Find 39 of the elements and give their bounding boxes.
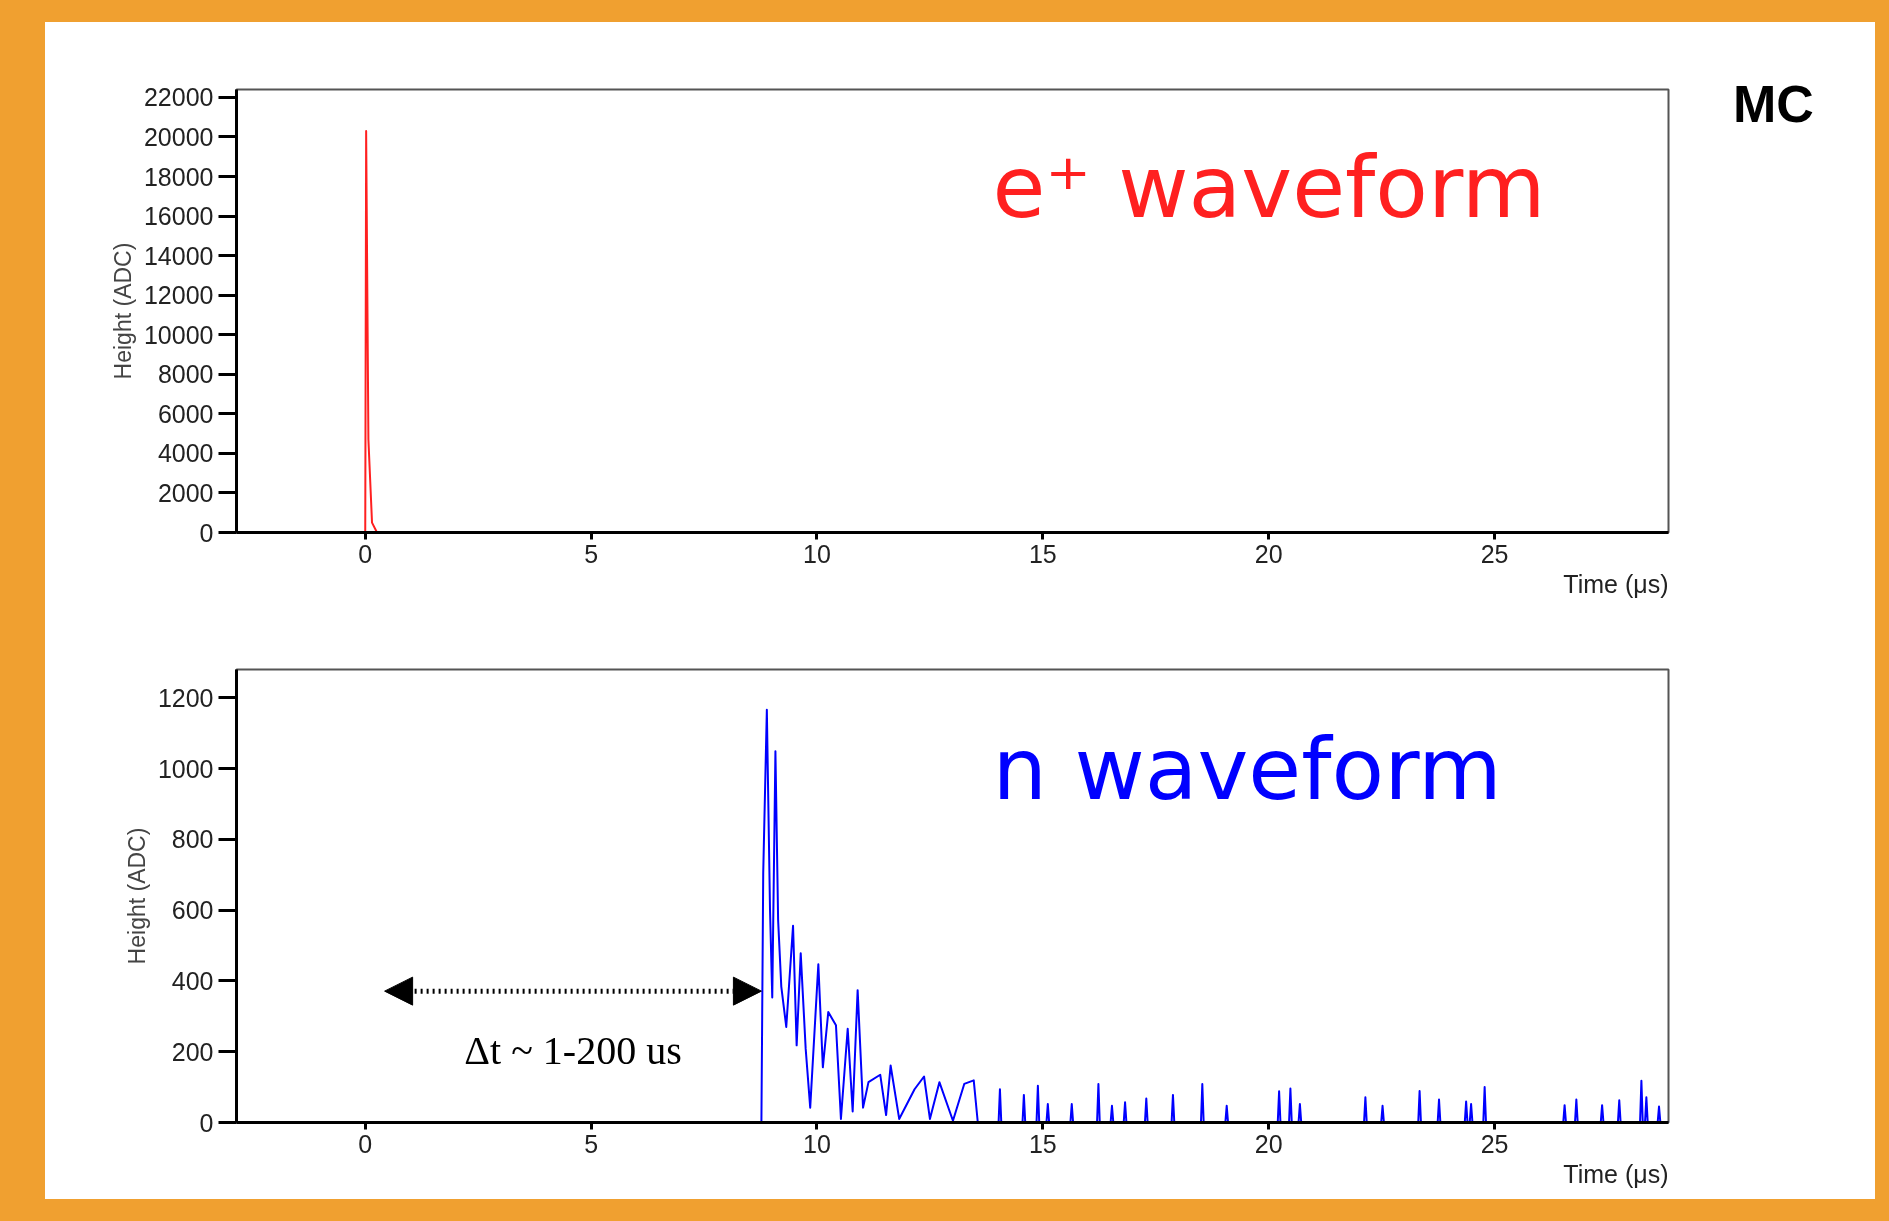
x-tick-label: 25	[1480, 1129, 1509, 1158]
y-tick-label: 800	[171, 825, 214, 854]
y-tick-label: 6000	[157, 399, 214, 428]
x-axis-title: Time (μs)	[1563, 569, 1669, 598]
text: MC	[1733, 74, 1814, 135]
x-tick-label: 0	[358, 539, 373, 568]
y-tick-label: 10000	[143, 320, 214, 349]
x-tick-label: 20	[1254, 1129, 1283, 1158]
y-tick-label: 22000	[143, 83, 214, 112]
y-tick-label: 16000	[143, 202, 214, 231]
y-tick-label: 0	[199, 1108, 214, 1137]
x-tick-label: 20	[1254, 539, 1283, 568]
x-tick-label: 5	[584, 539, 599, 568]
y-tick-label: 1000	[157, 754, 214, 783]
x-tick-label: 5	[584, 1129, 599, 1158]
y-axis-title: Height (ADC)	[123, 827, 150, 965]
y-tick-label: 20000	[143, 122, 214, 151]
y-tick-label: 200	[171, 1037, 214, 1066]
y-tick-label: 14000	[143, 241, 214, 270]
x-tick-label: 25	[1480, 539, 1509, 568]
x-tick-label: 10	[803, 1129, 831, 1158]
annotation: e⁺ waveform	[992, 136, 1546, 237]
y-tick-label: 400	[171, 966, 214, 995]
y-tick-label: 600	[171, 896, 214, 925]
x-tick-label: 0	[358, 1129, 373, 1158]
y-tick-label: 1200	[157, 683, 214, 712]
x-axis-title: Time (μs)	[1563, 1159, 1669, 1188]
x-tick-label: 15	[1028, 539, 1057, 568]
x-tick-label: 10	[803, 539, 831, 568]
y-axis-title: Height (ADC)	[109, 242, 136, 380]
x-tick-label: 15	[1028, 1129, 1057, 1158]
y-tick-label: 12000	[143, 281, 214, 310]
y-tick-label: 4000	[157, 439, 214, 468]
annotation: Δt ~ 1-200 us	[464, 1027, 682, 1073]
annotation: n waveform	[992, 719, 1502, 820]
y-tick-label: 2000	[157, 478, 214, 507]
y-tick-label: 18000	[143, 162, 214, 191]
y-tick-label: 0	[199, 518, 214, 547]
y-tick-label: 8000	[157, 360, 214, 389]
